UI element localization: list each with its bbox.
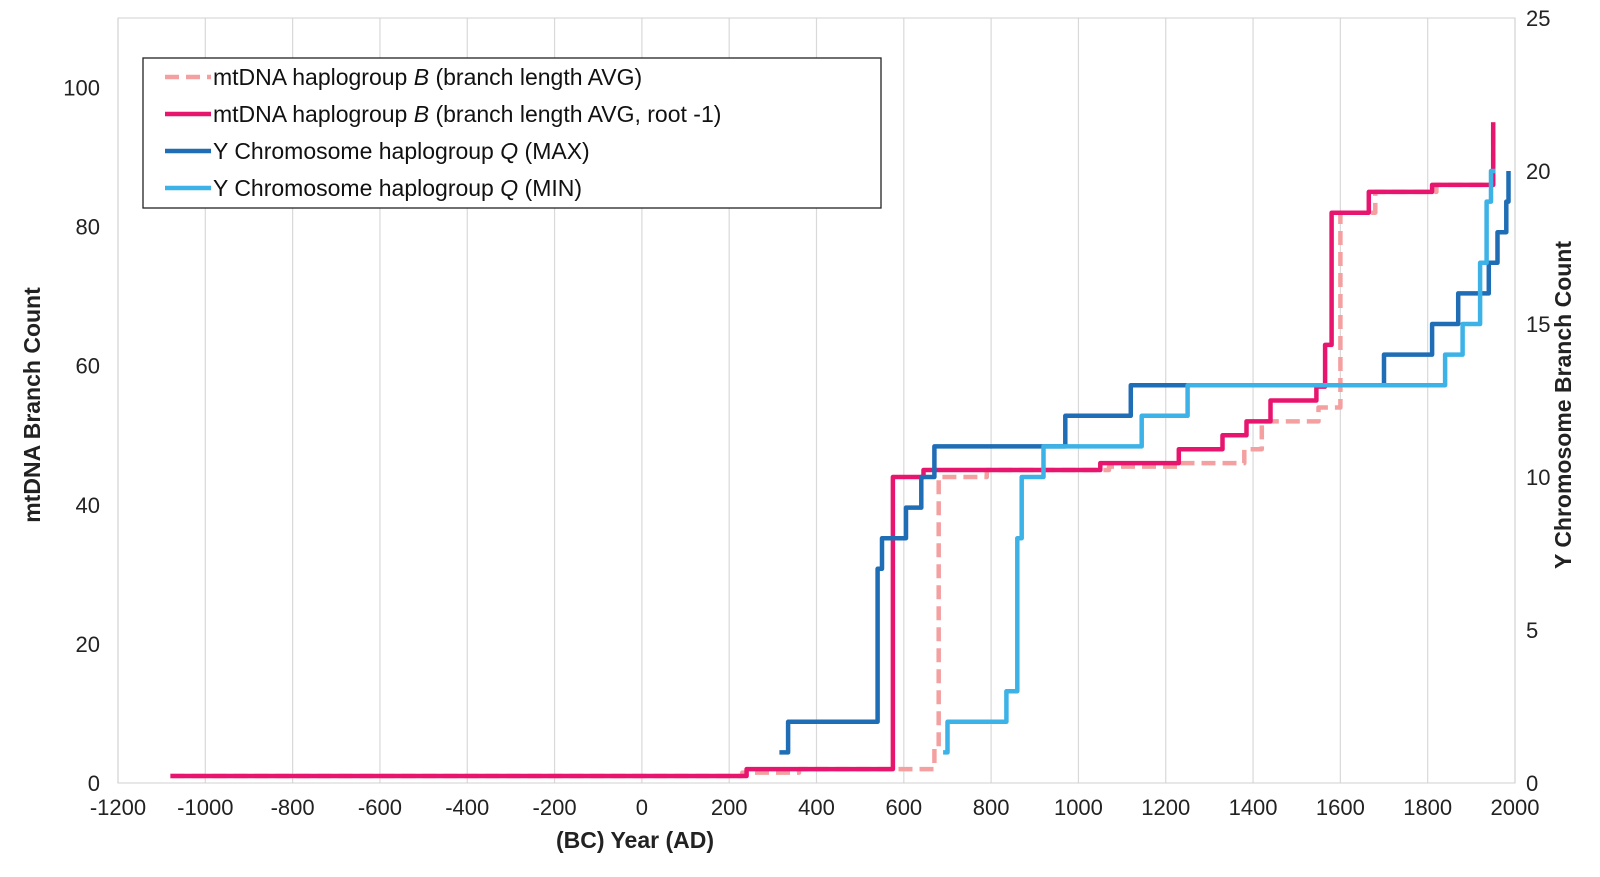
legend-entry-text: (branch length AVG, root -1) [429, 101, 721, 127]
y-tick-label: 40 [76, 493, 100, 518]
legend-entry-text: Q [500, 138, 518, 164]
y-axis-title: mtDNA Branch Count [19, 287, 45, 523]
legend-entry-text: mtDNA haplogroup [213, 101, 414, 127]
legend-entry-text: Q [500, 175, 518, 201]
y2-axis-title: Y Chromosome Branch Count [1550, 241, 1576, 569]
y2-tick-label: 5 [1526, 618, 1538, 643]
x-tick-label: 0 [636, 795, 648, 820]
legend-entry-text: B [414, 101, 429, 127]
y-tick-label: 100 [63, 76, 100, 101]
x-tick-label: -600 [358, 795, 402, 820]
y-tick-label: 20 [76, 632, 100, 657]
x-tick-label: 1400 [1229, 795, 1278, 820]
x-tick-label: 400 [798, 795, 835, 820]
legend: mtDNA haplogroup B (branch length AVG)mt… [142, 57, 882, 209]
y2-tick-label: 10 [1526, 465, 1550, 490]
x-tick-label: -800 [271, 795, 315, 820]
x-tick-label: -200 [533, 795, 577, 820]
series-lines [170, 122, 1511, 779]
legend-box [142, 57, 882, 209]
x-tick-label: -1000 [177, 795, 233, 820]
y-tick-label: 60 [76, 354, 100, 379]
x-tick-label: 200 [711, 795, 748, 820]
y2-tick-label: 20 [1526, 159, 1550, 184]
legend-entry-text: Y Chromosome haplogroup [213, 175, 500, 201]
legend-entry-label: Y Chromosome haplogroup Q (MAX) [213, 138, 590, 164]
series-line-2 [779, 171, 1511, 755]
legend-entry-text: mtDNA haplogroup [213, 64, 414, 90]
legend-entry-text: (MIN) [518, 175, 582, 201]
x-tick-label: -400 [445, 795, 489, 820]
axes: -1200 -1000 -800 -600 -400 -200 0 200 400 600 800 1… [63, 6, 1550, 820]
legend-entry-text: (branch length AVG) [429, 64, 642, 90]
x-tick-label: 1200 [1141, 795, 1190, 820]
series-line-1 [170, 122, 1496, 779]
y-tick-label: 0 [88, 771, 100, 796]
x-tick-label: 1800 [1403, 795, 1452, 820]
legend-entry-label: Y Chromosome haplogroup Q (MIN) [213, 175, 582, 201]
legend-entry-text: (MAX) [518, 138, 590, 164]
x-tick-label: 800 [973, 795, 1010, 820]
x-tick-label: -1200 [90, 795, 146, 820]
y2-tick-label: 15 [1526, 312, 1550, 337]
legend-entry-label: mtDNA haplogroup B (branch length AVG) [213, 64, 642, 90]
x-tick-label: 1600 [1316, 795, 1365, 820]
x-axis-title: (BC) Year (AD) [556, 827, 714, 853]
x-tick-label: 1000 [1054, 795, 1103, 820]
legend-entry-text: B [414, 64, 429, 90]
x-tick-label: 2000 [1491, 795, 1540, 820]
legend-entry-label: mtDNA haplogroup B (branch length AVG, r… [213, 101, 721, 127]
y2-tick-label: 25 [1526, 6, 1550, 31]
x-tick-label: 600 [885, 795, 922, 820]
plot-frame [117, 17, 1516, 784]
series-line-3 [943, 168, 1496, 755]
y-tick-label: 80 [76, 215, 100, 240]
legend-entry-text: Y Chromosome haplogroup [213, 138, 500, 164]
y2-tick-label: 0 [1526, 771, 1538, 796]
